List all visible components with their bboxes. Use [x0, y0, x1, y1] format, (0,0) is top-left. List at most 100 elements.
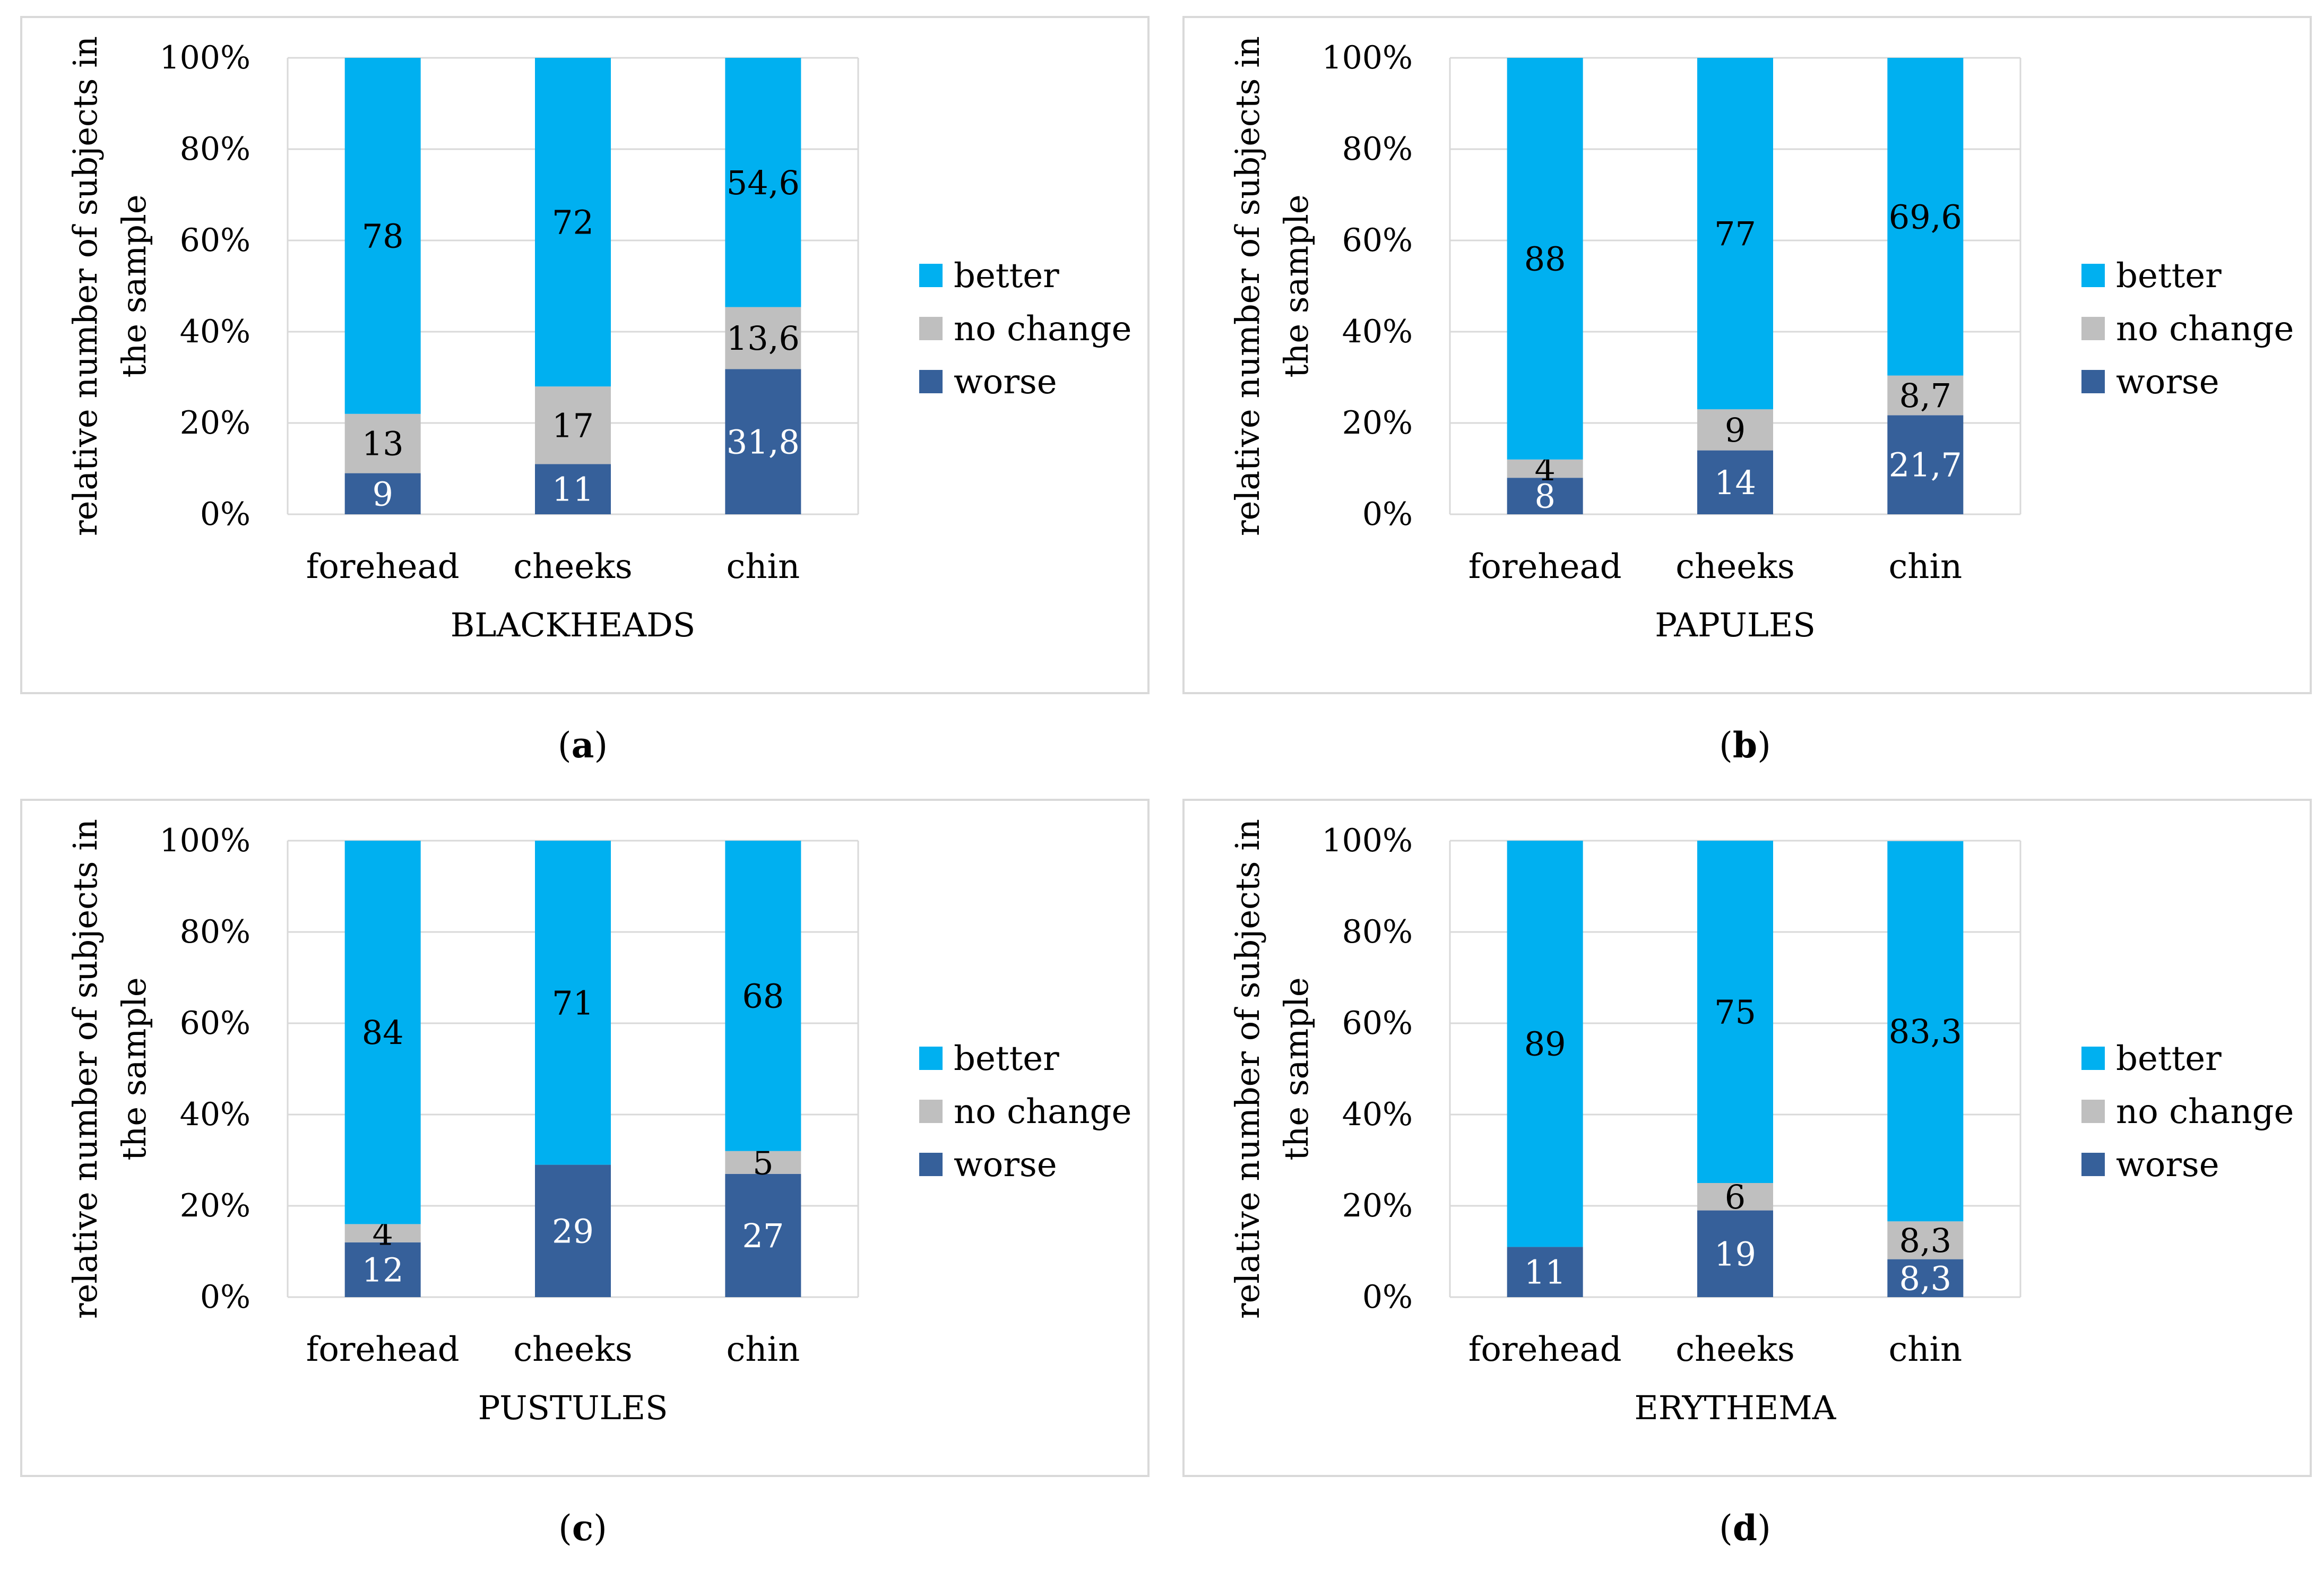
chart-c-bar-no-change-forehead	[344, 1224, 421, 1242]
chart-b-legend-swatch-worse	[2081, 370, 2105, 393]
chart-b-data-label-better-chin: 69,6	[1889, 197, 1962, 236]
chart-a-yaxis-title-line-1: relative number of subjects in	[66, 36, 105, 536]
chart-c-data-label-better-chin: 68	[742, 977, 784, 1015]
chart-a-bar-worse-forehead	[344, 473, 421, 514]
panel-label-d: (d)	[1719, 1507, 1771, 1549]
chart-c-legend-label-better: better	[954, 1039, 1059, 1078]
chart-b-data-label-no-change-chin: 8,7	[1899, 376, 1952, 415]
panel-label-c: (c)	[558, 1507, 607, 1549]
chart-c-data-label-better-cheeks: 71	[552, 983, 594, 1022]
chart-b-ytick-label: 60%	[1342, 222, 1413, 259]
chart-c-ytick-label: 40%	[180, 1096, 250, 1133]
chart-c-ytick-label: 80%	[180, 913, 250, 951]
chart-a-legend-label-no-change: no change	[954, 309, 1131, 349]
chart-c-yaxis-title-line-1: relative number of subjects in	[66, 819, 105, 1319]
chart-c-category-label-cheeks: cheeks	[513, 1330, 632, 1369]
chart-d-ytick-label: 80%	[1342, 913, 1413, 951]
chart-c-legend-label-worse: worse	[954, 1145, 1057, 1185]
chart-d-category-label-cheeks: cheeks	[1675, 1330, 1794, 1369]
chart-a-bar-better-forehead	[344, 58, 421, 414]
chart-c-legend-swatch-worse	[919, 1153, 943, 1176]
chart-c-data-label-worse-cheeks: 29	[552, 1212, 594, 1250]
chart-b-legend-label-better: better	[2116, 256, 2222, 296]
chart-b-category-label-chin: chin	[1888, 547, 1962, 586]
chart-a-legend-swatch-no-change	[919, 317, 943, 340]
chart-d-data-label-worse-forehead: 11	[1524, 1253, 1566, 1292]
chart-b-bar-no-change-cheeks	[1697, 409, 1773, 451]
chart-c-data-label-worse-chin: 27	[742, 1216, 784, 1255]
chart-b-data-label-better-forehead: 88	[1524, 239, 1566, 278]
chart-d-bar-better-chin	[1887, 841, 1964, 1222]
chart-d-bar-worse-cheeks	[1697, 1210, 1773, 1297]
chart-b-ytick-label: 40%	[1342, 313, 1413, 350]
chart-b-category-label-cheeks: cheeks	[1675, 547, 1794, 586]
chart-d-data-label-better-cheeks: 75	[1714, 993, 1756, 1032]
chart-c-xaxis-title: PUSTULES	[478, 1388, 668, 1427]
chart-a-data-label-worse-forehead: 9	[372, 474, 393, 513]
chart-d-data-label-better-chin: 83,3	[1889, 1012, 1962, 1051]
chart-b-bar-worse-forehead	[1507, 478, 1583, 514]
chart-b-data-label-worse-cheeks: 14	[1714, 463, 1756, 502]
chart-d-data-label-worse-chin: 8,3	[1899, 1259, 1952, 1298]
chart-a-data-label-better-chin: 54,6	[727, 163, 800, 202]
chart-d-svg: 0% 20% 40% 60% 80% 100% 11 89 forehead 19 6 75 cheek…	[1228, 819, 2294, 1427]
chart-d-ytick-label: 40%	[1342, 1096, 1413, 1133]
chart-a-legend-swatch-worse	[919, 370, 943, 393]
chart-a-svg: 0% 20% 40% 60% 80% 100% 9 13 78 forehead 11 17 72 che…	[66, 36, 1131, 644]
chart-b-legend-swatch-no-change	[2081, 317, 2105, 340]
chart-a-ytick-label: 40%	[180, 313, 250, 350]
chart-a-legend-swatch-better	[919, 264, 943, 287]
chart-b-bar-better-cheeks	[1697, 58, 1773, 410]
chart-a-bar-no-change-chin	[725, 307, 801, 369]
chart-c-category-label-chin: chin	[726, 1330, 800, 1369]
chart-a-data-label-no-change-forehead: 13	[362, 425, 404, 463]
chart-b-bar-worse-chin	[1887, 415, 1964, 514]
chart-a-bar-worse-chin	[725, 369, 801, 514]
chart-a-ytick-label: 20%	[180, 404, 250, 442]
chart-b-bar-better-forehead	[1507, 58, 1583, 460]
panel-label-b: (b)	[1719, 724, 1771, 766]
chart-b-yaxis-title-line-1: relative number of subjects in	[1228, 36, 1267, 536]
chart-d-legend-label-worse: worse	[2116, 1145, 2219, 1185]
chart-c-svg: 0%20%40%60%80%100%12484forehead2971cheek…	[66, 819, 1131, 1427]
chart-b-data-label-worse-forehead: 8	[1534, 477, 1555, 516]
panel-label-d-letter: d	[1732, 1507, 1758, 1549]
chart-d-bar-worse-chin	[1887, 1259, 1964, 1297]
chart-a-data-label-better-cheeks: 72	[552, 203, 594, 242]
chart-c-ytick-label: 100%	[159, 822, 250, 859]
chart-d-category-label-chin: chin	[1888, 1330, 1962, 1369]
chart-d-ytick-label: 100%	[1321, 822, 1413, 859]
chart-c-bar-better-forehead	[344, 841, 421, 1224]
chart-c-bar-worse-cheeks	[535, 1164, 611, 1297]
chart-a-ytick-label: 80%	[180, 131, 250, 168]
chart-d-data-label-no-change-cheeks: 6	[1725, 1178, 1746, 1216]
chart-b-legend-label-no-change: no change	[2116, 309, 2294, 349]
chart-d-bar-no-change-chin	[1887, 1221, 1964, 1259]
chart-a-data-label-no-change-chin: 13,6	[727, 319, 800, 358]
chart-panel-a: 0% 20% 40% 60% 80% 100% 9 13 78 forehead 11 17 72 che…	[20, 16, 1150, 694]
chart-a-bar-better-chin	[725, 58, 801, 307]
chart-a-ytick-label: 0%	[200, 496, 250, 533]
chart-a-ytick-label: 60%	[180, 222, 250, 259]
chart-b-yaxis-title-line-2: the sample	[1277, 194, 1316, 377]
chart-a-bar-better-cheeks	[535, 58, 611, 387]
chart-c-data-label-worse-forehead: 12	[362, 1250, 404, 1289]
chart-d-bar-better-forehead	[1507, 841, 1583, 1247]
chart-c-bar-worse-forehead	[344, 1242, 421, 1297]
chart-c-legend-swatch-no-change	[919, 1100, 943, 1123]
chart-c-yaxis-title-line-2: the sample	[115, 977, 153, 1160]
chart-d-legend-swatch-no-change	[2081, 1100, 2105, 1123]
chart-a-data-label-worse-chin: 31,8	[727, 422, 800, 461]
chart-d-yaxis-title-line-2: the sample	[1277, 977, 1316, 1160]
chart-b-data-label-worse-chin: 21,7	[1889, 446, 1962, 485]
chart-b-xaxis-title: PAPULES	[1655, 606, 1816, 644]
chart-a-data-label-better-forehead: 78	[362, 217, 404, 255]
chart-b-category-label-forehead: forehead	[1468, 547, 1622, 586]
chart-c-ytick-label: 20%	[180, 1187, 250, 1224]
chart-b-legend-label-worse: worse	[2116, 362, 2219, 402]
chart-b-ytick-label: 100%	[1321, 39, 1413, 76]
chart-a-bar-no-change-forehead	[344, 413, 421, 473]
chart-b-ytick-label: 0%	[1362, 496, 1413, 533]
chart-c-bar-better-cheeks	[535, 841, 611, 1165]
chart-d-category-label-forehead: forehead	[1468, 1330, 1622, 1369]
